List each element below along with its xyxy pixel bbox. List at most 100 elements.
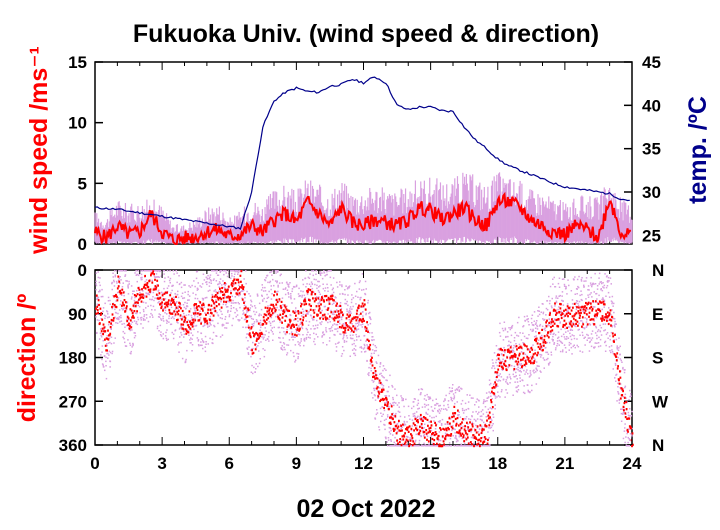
direction-mean-point (161, 301, 163, 304)
direction-scatter-point (435, 415, 437, 418)
direction-scatter-point (286, 283, 289, 285)
direction-scatter-point (579, 320, 582, 322)
y-right-tick-label: 40 (642, 96, 661, 115)
direction-scatter-point (504, 396, 506, 398)
direction-scatter-point (506, 377, 509, 379)
direction-scatter-point (293, 319, 295, 321)
direction-scatter-point (112, 272, 114, 274)
direction-scatter-point (358, 288, 361, 290)
direction-mean-point (350, 327, 352, 330)
direction-scatter-point (615, 323, 617, 325)
direction-mean-point (474, 429, 477, 432)
direction-mean-point (206, 322, 209, 325)
direction-scatter-point (150, 291, 152, 293)
direction-scatter-point (428, 421, 430, 423)
direction-mean-point (535, 340, 538, 343)
direction-scatter-point (277, 284, 279, 287)
direction-scatter-point (610, 331, 613, 334)
direction-mean-point (565, 313, 568, 316)
direction-scatter-point (194, 317, 196, 320)
direction-scatter-point (337, 314, 339, 317)
direction-scatter-point (578, 300, 581, 303)
direction-scatter-point (417, 402, 420, 405)
direction-scatter-point (604, 273, 606, 275)
direction-mean-point (334, 316, 337, 320)
direction-scatter-point (582, 326, 584, 329)
direction-scatter-point (326, 344, 328, 346)
direction-mean-point (108, 334, 111, 337)
direction-mean-point (117, 285, 120, 288)
direction-scatter-point (478, 411, 480, 414)
direction-mean-point (162, 309, 164, 312)
direction-scatter-point (605, 295, 607, 297)
direction-scatter-point (116, 297, 119, 299)
direction-mean-point (494, 381, 496, 384)
direction-scatter-point (156, 327, 159, 330)
direction-scatter-point (603, 284, 606, 287)
direction-scatter-point (341, 284, 343, 286)
direction-scatter-point (315, 324, 317, 327)
direction-mean-point (521, 364, 524, 368)
direction-scatter-point (213, 324, 215, 327)
direction-scatter-point (602, 323, 605, 325)
direction-scatter-point (619, 345, 621, 348)
direction-mean-point (254, 343, 257, 346)
direction-scatter-point (530, 317, 533, 320)
direction-scatter-point (132, 343, 134, 346)
direction-mean-point (125, 301, 127, 304)
direction-mean-point (435, 433, 438, 436)
direction-scatter-point (458, 435, 461, 437)
direction-scatter-point (321, 272, 323, 274)
direction-mean-point (491, 406, 494, 409)
direction-scatter-point (307, 313, 309, 315)
direction-mean-point (501, 349, 504, 352)
direction-scatter-point (585, 326, 588, 328)
direction-scatter-point (532, 328, 534, 331)
direction-mean-point (275, 303, 278, 306)
direction-scatter-point (487, 397, 489, 399)
direction-mean-point (240, 280, 242, 283)
direction-mean-point (419, 429, 422, 433)
direction-mean-point (183, 320, 185, 323)
direction-scatter-point (279, 321, 281, 323)
direction-scatter-point (329, 337, 331, 339)
direction-mean-point (231, 282, 234, 285)
direction-scatter-point (389, 445, 391, 447)
direction-scatter-point (176, 301, 178, 303)
direction-scatter-point (164, 312, 166, 314)
direction-scatter-point (160, 331, 162, 333)
direction-mean-point (352, 330, 355, 333)
direction-scatter-point (344, 298, 347, 301)
direction-scatter-point (283, 315, 286, 317)
direction-scatter-point (448, 416, 451, 418)
direction-scatter-point (498, 359, 501, 361)
direction-scatter-point (239, 293, 241, 296)
direction-scatter-point (175, 310, 177, 313)
direction-scatter-point (96, 331, 98, 334)
direction-scatter-point (529, 328, 532, 331)
direction-scatter-point (299, 342, 301, 344)
direction-mean-point (451, 427, 454, 430)
direction-scatter-point (508, 340, 510, 343)
direction-scatter-point (553, 276, 555, 279)
direction-scatter-point (275, 291, 278, 293)
direction-scatter-point (522, 332, 524, 334)
direction-scatter-point (180, 334, 183, 336)
direction-mean-point (385, 398, 388, 401)
direction-mean-point (305, 309, 308, 313)
direction-scatter-point (507, 335, 509, 338)
direction-scatter-point (96, 319, 99, 321)
direction-scatter-point (610, 345, 613, 347)
direction-mean-point (127, 317, 130, 320)
direction-scatter-point (617, 356, 619, 359)
direction-scatter-point (353, 339, 356, 342)
direction-mean-point (250, 326, 253, 329)
direction-mean-point (406, 428, 409, 431)
direction-scatter-point (313, 340, 315, 343)
direction-scatter-point (606, 275, 608, 277)
direction-scatter-point (433, 420, 435, 422)
direction-mean-point (527, 358, 530, 361)
direction-scatter-point (601, 298, 603, 301)
direction-mean-point (146, 284, 148, 287)
